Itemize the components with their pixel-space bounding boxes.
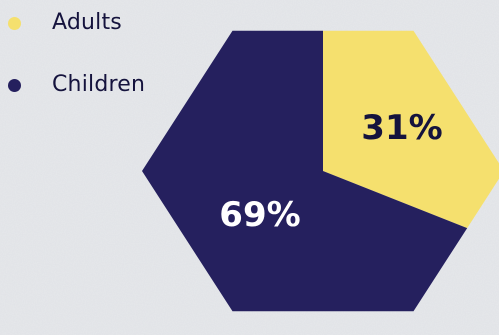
legend-label-adults: Adults bbox=[52, 10, 122, 35]
legend-swatch-children bbox=[8, 79, 21, 92]
legend-label-children: Children bbox=[52, 72, 146, 97]
slice-label-children: 69% bbox=[219, 195, 300, 235]
slice-adults bbox=[323, 30, 499, 229]
slice-children bbox=[142, 30, 468, 312]
legend-swatch-adults bbox=[8, 17, 21, 30]
slice-label-adults: 31% bbox=[361, 108, 442, 148]
